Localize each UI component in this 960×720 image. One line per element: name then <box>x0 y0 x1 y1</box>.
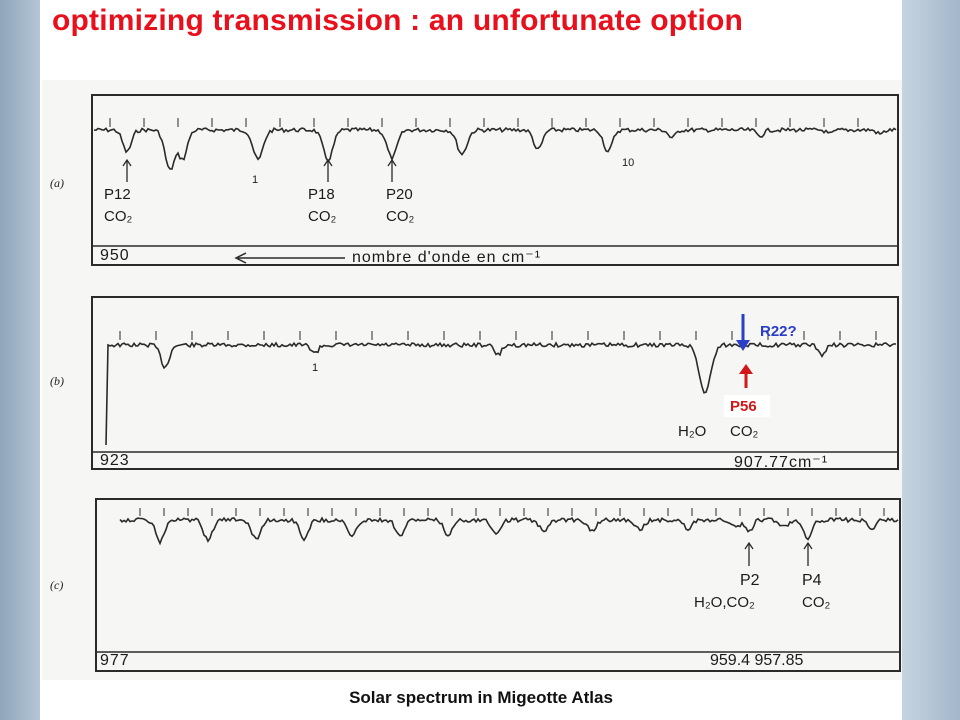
panel-a-frame <box>91 94 899 266</box>
panel-a-axis-left: 950 <box>100 247 130 264</box>
panel-a-axis-text: nombre d'onde en cm⁻¹ <box>352 249 542 266</box>
panel-a-mark-line: P20 <box>386 186 413 203</box>
panel-a-label: (a) <box>50 176 64 190</box>
panel-c-mark-line: P2 <box>740 572 760 589</box>
panel-c-spectrum-trace <box>119 516 899 546</box>
panel-b-axis-left: 923 <box>100 452 130 469</box>
panel-c-axis-right: 959.4 957.85 <box>710 652 804 669</box>
panel-b-spectrum-trace <box>105 341 897 446</box>
p56-label-background <box>724 395 770 417</box>
panel-a-tick-label: 1 <box>252 174 259 186</box>
panel-a-spectrum-trace <box>93 126 897 170</box>
p56-red-arrow <box>739 364 753 388</box>
h2o-label: H₂O <box>678 423 707 440</box>
panel-b-axis-right: 907.77cm⁻¹ <box>734 454 829 471</box>
panel-c-mark-molecule: H₂O,CO₂ <box>694 594 755 611</box>
r22-label: R22? <box>760 323 797 340</box>
panel-a-mark-molecule: CO₂ <box>386 208 415 225</box>
panel-a-mark-molecule: CO₂ <box>104 208 133 225</box>
panel-c-frame <box>95 498 901 672</box>
panel-c-mark-line: P4 <box>802 572 822 589</box>
r22-blue-arrow <box>736 314 750 351</box>
panel-a-tick-label: 10 <box>622 157 635 169</box>
panel-a-mark-line: P12 <box>104 186 131 203</box>
panel-b-frame <box>91 296 899 470</box>
direction-arrow-head <box>234 252 247 264</box>
figure-caption: Solar spectrum in Migeotte Atlas <box>100 684 862 718</box>
panel-a-mark-molecule: CO₂ <box>308 208 337 225</box>
panel-b-label: (b) <box>50 374 64 388</box>
slide-title: optimizing transmission : an unfortunate… <box>52 4 744 37</box>
p56-label: P56 <box>730 398 757 415</box>
scanned-figure <box>42 80 902 680</box>
panel-c-label: (c) <box>50 578 64 592</box>
panel-c-mark-molecule: CO₂ <box>802 594 831 611</box>
right-background <box>902 0 960 720</box>
panel-c-axis-left: 977 <box>100 652 130 669</box>
panel-a-mark-line: P18 <box>308 186 335 203</box>
line-pointer-arrows <box>122 158 813 566</box>
left-background <box>0 0 40 720</box>
panel-b-tick-label: 1 <box>312 362 319 374</box>
co2-label: CO₂ <box>730 423 759 440</box>
